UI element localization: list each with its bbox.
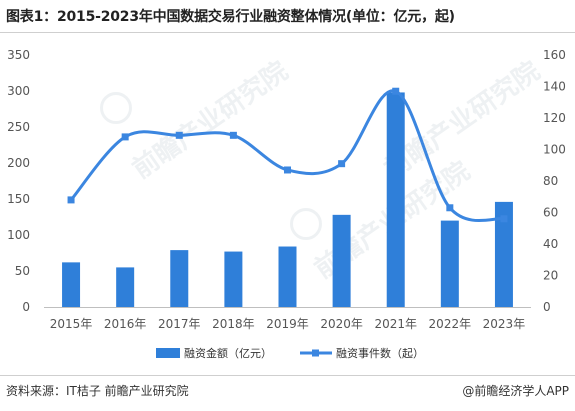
x-tick-label: 2015年 <box>50 317 93 331</box>
legend-line-label: 融资事件数（起） <box>336 347 424 360</box>
chart-title: 图表1：2015-2023年中国数据交易行业融资整体情况(单位：亿元，起) <box>6 9 455 25</box>
chart: 0 50 100 150 200 250 300 350 0 20 40 60 80 100 120 140 1… <box>7 48 566 360</box>
y-left-tick-label: 50 <box>15 264 30 278</box>
credit-note: @前瞻经济学人APP <box>462 384 569 398</box>
x-tick-label: 2020年 <box>320 317 363 331</box>
line-point <box>446 204 454 212</box>
x-tick-label: 2022年 <box>429 317 472 331</box>
legend-bar-swatch <box>156 348 180 358</box>
y-left-tick-label: 150 <box>7 192 30 206</box>
x-tick-label: 2023年 <box>483 317 526 331</box>
y-left-tick-label: 350 <box>7 48 30 62</box>
bar <box>386 92 405 307</box>
y-left-tick-label: 200 <box>7 156 30 170</box>
footer-divider <box>0 375 575 376</box>
line-point <box>392 87 400 95</box>
y-right-tick-label: 40 <box>543 237 558 251</box>
y-left-tick-label: 0 <box>22 300 30 314</box>
bar <box>278 246 297 307</box>
y-right-tick-label: 140 <box>543 80 566 94</box>
line-series <box>69 89 505 223</box>
y-right-tick-label: 120 <box>543 111 566 125</box>
y-right-tick-label: 100 <box>543 143 566 157</box>
y-left-tick-label: 100 <box>7 228 30 242</box>
x-tick-label: 2017年 <box>158 317 201 331</box>
y-left-tick-label: 250 <box>7 120 30 134</box>
y-left-tick-label: 300 <box>7 84 30 98</box>
y-right-tick-label: 160 <box>543 48 566 62</box>
x-tick-label: 2018年 <box>212 317 255 331</box>
x-tick-label: 2016年 <box>104 317 147 331</box>
source-note: 资料来源：IT桔子 前瞻产业研究院 <box>6 384 189 398</box>
y-right-tick-label: 80 <box>543 174 558 188</box>
bar <box>224 251 243 307</box>
y-right-tick-label: 20 <box>543 269 558 283</box>
title-divider <box>0 32 575 33</box>
y-right-tick-label: 60 <box>543 206 558 220</box>
line-point <box>338 160 346 168</box>
bar <box>62 262 81 307</box>
legend-line-marker <box>312 349 319 357</box>
bar <box>440 220 459 307</box>
x-tick-label: 2019年 <box>266 317 309 331</box>
bar <box>170 250 189 307</box>
line-point <box>284 166 291 174</box>
line-point <box>67 196 75 204</box>
line-point <box>500 215 508 223</box>
y-right-tick-label: 0 <box>543 300 551 314</box>
line-point <box>121 133 129 141</box>
line-point <box>229 131 237 139</box>
legend-bar-label: 融资金额（亿元） <box>184 346 272 360</box>
bar <box>332 214 351 307</box>
x-tick-label: 2021年 <box>374 317 417 331</box>
bar <box>494 201 513 307</box>
line-point <box>175 131 183 139</box>
bar <box>116 267 135 307</box>
